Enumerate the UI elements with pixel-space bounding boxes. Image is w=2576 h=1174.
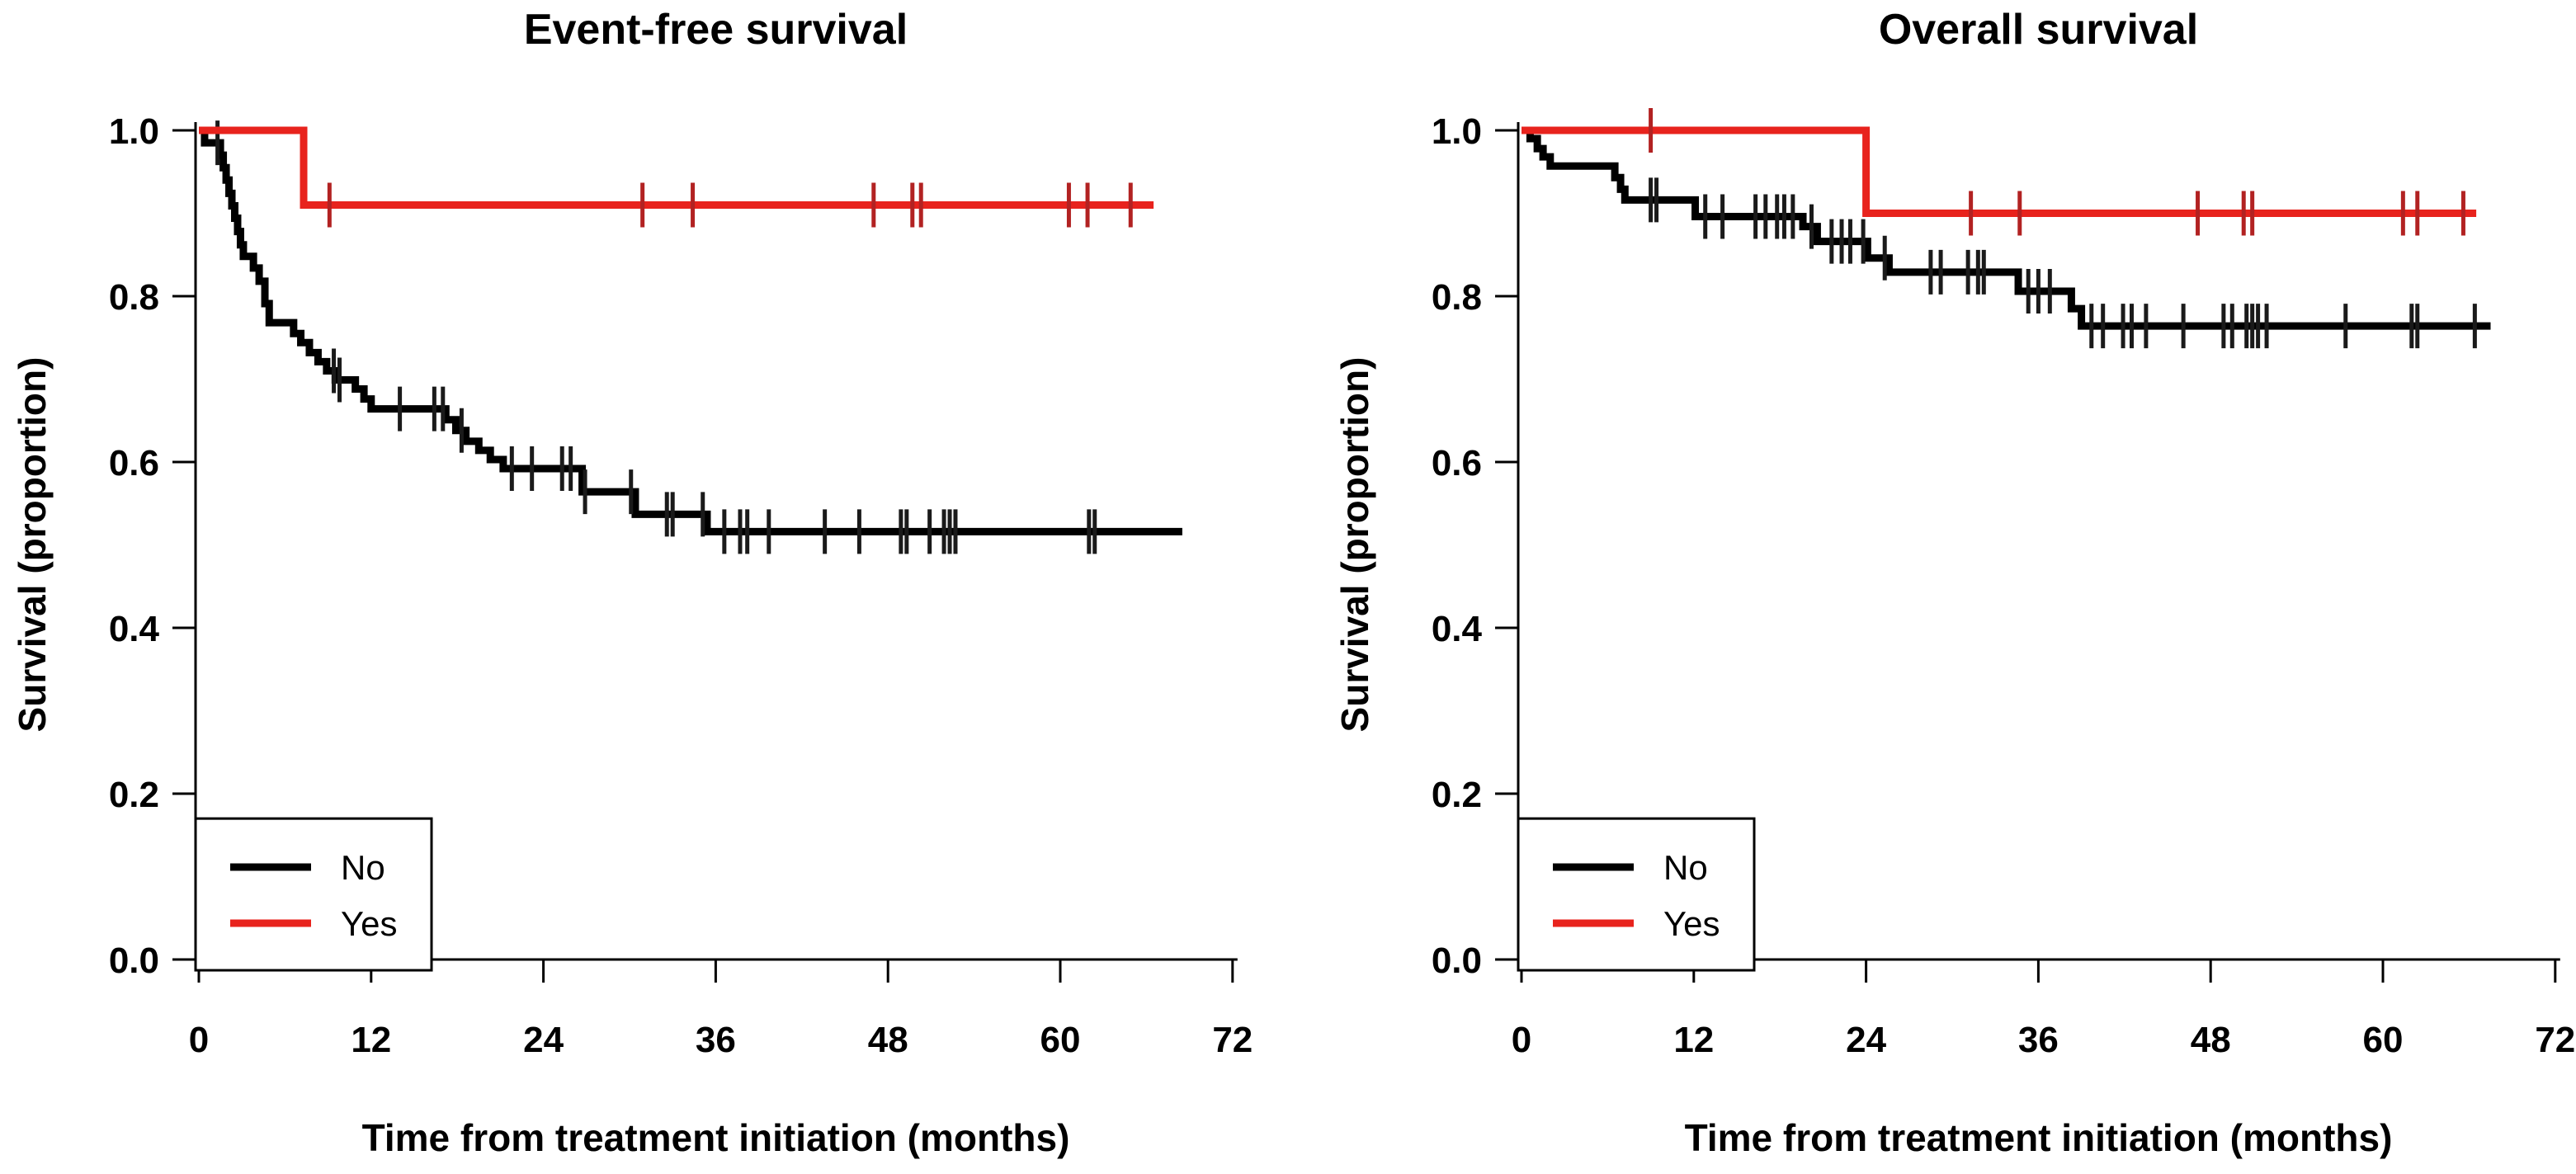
y-tick-label: 0.2 <box>1432 775 1482 815</box>
legend-label-no: No <box>341 848 385 887</box>
y-tick-label: 1.0 <box>1432 111 1482 152</box>
km-curve-yes <box>199 126 1154 209</box>
left-y-axis-title: Survival (proportion) <box>11 356 54 733</box>
x-tick-label: 48 <box>868 1020 908 1060</box>
x-tick-label: 24 <box>523 1020 564 1060</box>
km-curve-no <box>199 126 1182 535</box>
x-tick-label: 72 <box>1212 1020 1253 1060</box>
legend-label-no: No <box>1663 848 1708 887</box>
x-tick-label: 12 <box>1673 1020 1714 1060</box>
left-plot-title: Event-free survival <box>523 6 908 54</box>
legend-box <box>1517 817 1756 972</box>
km-curve-yes <box>1522 126 2477 217</box>
y-tick-label: 1.0 <box>109 111 159 152</box>
y-tick-label: 0.4 <box>1432 609 1483 649</box>
left-x-axis-title: Time from treatment initiation (months) <box>361 1116 1070 1159</box>
y-tick-label: 0.0 <box>109 941 159 981</box>
y-tick-label: 0.4 <box>109 609 160 649</box>
x-tick-label: 72 <box>2535 1020 2575 1060</box>
y-tick-label: 0.6 <box>1432 443 1482 483</box>
km-curve-no <box>1522 126 2491 330</box>
y-tick-label: 0.8 <box>109 277 159 318</box>
y-tick-label: 0.2 <box>109 775 159 815</box>
x-tick-label: 60 <box>2363 1020 2404 1060</box>
y-tick-label: 0.6 <box>109 443 159 483</box>
legend-label-yes: Yes <box>1663 904 1720 943</box>
x-tick-label: 60 <box>1040 1020 1081 1060</box>
x-tick-label: 48 <box>2191 1020 2231 1060</box>
x-tick-label: 12 <box>351 1020 391 1060</box>
right-x-axis-title: Time from treatment initiation (months) <box>1684 1116 2393 1159</box>
legend-label-yes: Yes <box>341 904 398 943</box>
x-tick-label: 36 <box>2018 1020 2059 1060</box>
right-y-axis-title: Survival (proportion) <box>1333 356 1376 733</box>
x-tick-label: 0 <box>189 1020 209 1060</box>
y-tick-label: 0.0 <box>1432 941 1482 981</box>
x-tick-label: 24 <box>1846 1020 1886 1060</box>
legend-box <box>194 817 433 972</box>
y-tick-label: 0.8 <box>1432 277 1482 318</box>
x-tick-label: 0 <box>1512 1020 1531 1060</box>
right-plot-title: Overall survival <box>1878 6 2199 54</box>
x-tick-label: 36 <box>696 1020 736 1060</box>
